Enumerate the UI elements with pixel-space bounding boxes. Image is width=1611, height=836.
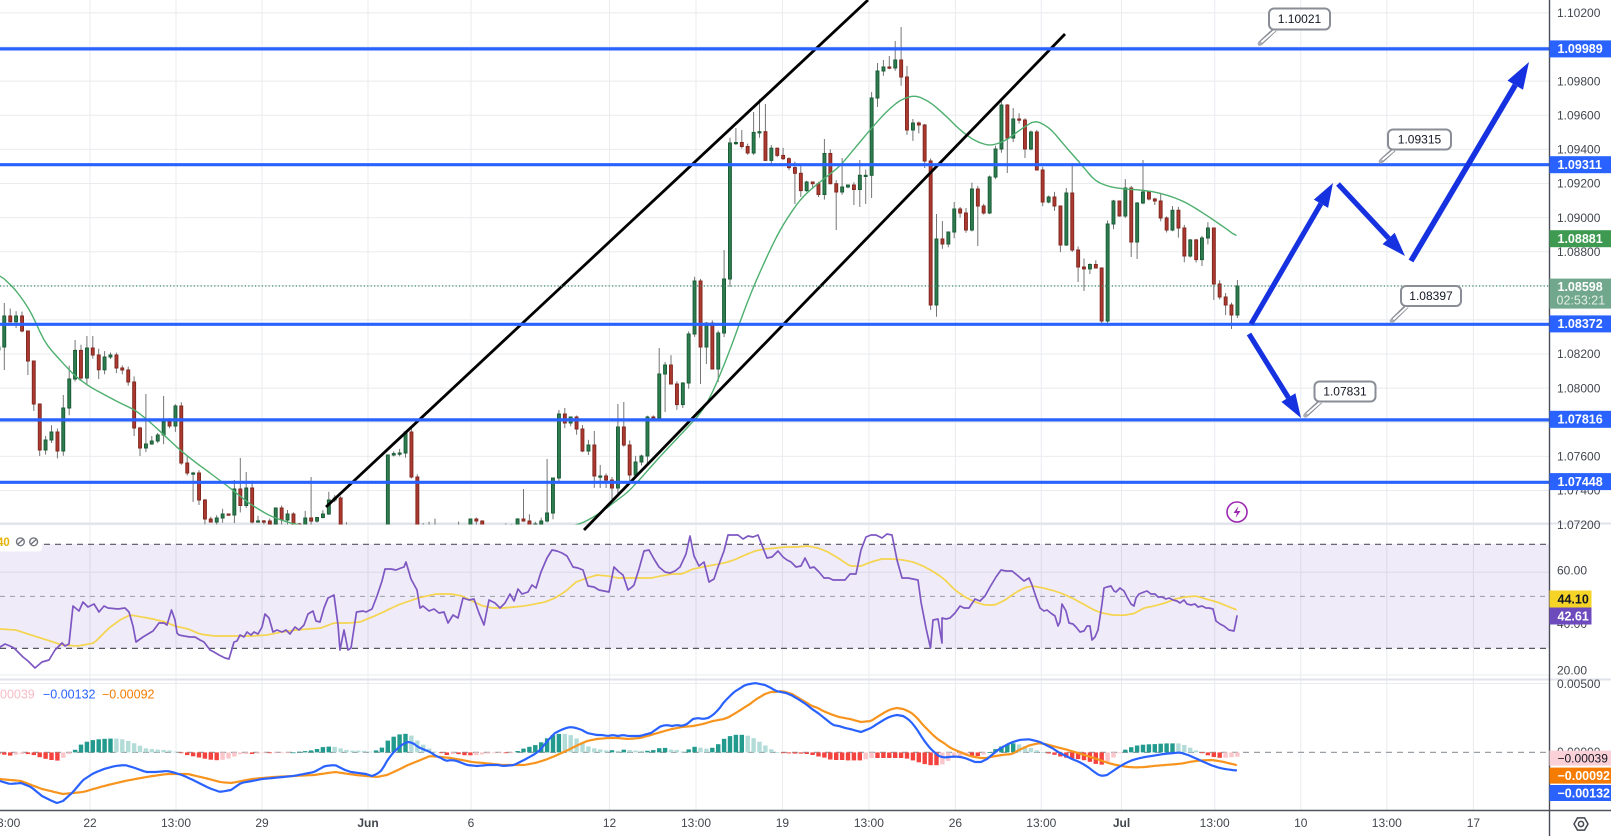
svg-text:1.09600: 1.09600 [1557, 108, 1601, 122]
svg-text:29: 29 [255, 816, 269, 830]
svg-text:1.09800: 1.09800 [1557, 74, 1601, 88]
svg-text:1.08397: 1.08397 [1409, 289, 1453, 303]
svg-text:1.07831: 1.07831 [1323, 385, 1367, 399]
svg-text:13:00: 13:00 [1026, 816, 1056, 830]
svg-text:26: 26 [949, 816, 963, 830]
svg-text:1.08598: 1.08598 [1558, 280, 1603, 294]
svg-text:13:00: 13:00 [1372, 816, 1402, 830]
svg-text:19: 19 [776, 816, 790, 830]
svg-text:1.09311: 1.09311 [1558, 158, 1603, 172]
svg-text:1.08000: 1.08000 [1557, 381, 1601, 395]
svg-text:1.08200: 1.08200 [1557, 347, 1601, 361]
svg-text:17: 17 [1467, 816, 1481, 830]
svg-text:Jul: Jul [1113, 816, 1130, 830]
svg-text:1.07200: 1.07200 [1557, 518, 1601, 532]
svg-text:13:00: 13:00 [1200, 816, 1230, 830]
svg-text:40: 40 [0, 537, 10, 549]
svg-text:1.09989: 1.09989 [1558, 42, 1603, 56]
svg-text:−0.00132: −0.00132 [43, 688, 96, 702]
svg-text:3:00: 3:00 [0, 816, 21, 830]
svg-text:6: 6 [468, 816, 475, 830]
svg-text:22: 22 [83, 816, 97, 830]
svg-text:Jun: Jun [357, 816, 378, 830]
svg-text:44.10: 44.10 [1558, 592, 1589, 606]
svg-text:1.10021: 1.10021 [1278, 12, 1322, 26]
svg-text:1.08800: 1.08800 [1557, 245, 1601, 259]
svg-text:1.09200: 1.09200 [1557, 177, 1601, 191]
svg-text:−0.00092: −0.00092 [1558, 769, 1611, 783]
svg-text:42.61: 42.61 [1558, 609, 1589, 623]
svg-text:1.08881: 1.08881 [1558, 232, 1603, 246]
svg-text:00039: 00039 [0, 688, 35, 702]
svg-text:1.10200: 1.10200 [1557, 6, 1601, 20]
svg-text:1.09315: 1.09315 [1398, 133, 1442, 147]
svg-text:1.09400: 1.09400 [1557, 143, 1601, 157]
svg-text:0.00500: 0.00500 [1557, 677, 1601, 691]
svg-text:1.09000: 1.09000 [1557, 211, 1601, 225]
svg-text:1.08372: 1.08372 [1558, 317, 1603, 331]
svg-text:−0.00039: −0.00039 [1558, 751, 1609, 765]
svg-text:02:53:21: 02:53:21 [1557, 294, 1606, 308]
svg-text:20.00: 20.00 [1557, 664, 1587, 678]
svg-text:12: 12 [603, 816, 617, 830]
svg-text:1.07816: 1.07816 [1558, 413, 1603, 427]
svg-text:1.07600: 1.07600 [1557, 450, 1601, 464]
svg-text:1.07448: 1.07448 [1558, 475, 1603, 489]
svg-text:13:00: 13:00 [854, 816, 884, 830]
svg-text:13:00: 13:00 [681, 816, 711, 830]
svg-text:−0.00092: −0.00092 [102, 688, 155, 702]
svg-text:−0.00132: −0.00132 [1558, 786, 1611, 800]
svg-text:10: 10 [1294, 816, 1308, 830]
svg-text:13:00: 13:00 [161, 816, 191, 830]
svg-text:60.00: 60.00 [1557, 564, 1587, 578]
